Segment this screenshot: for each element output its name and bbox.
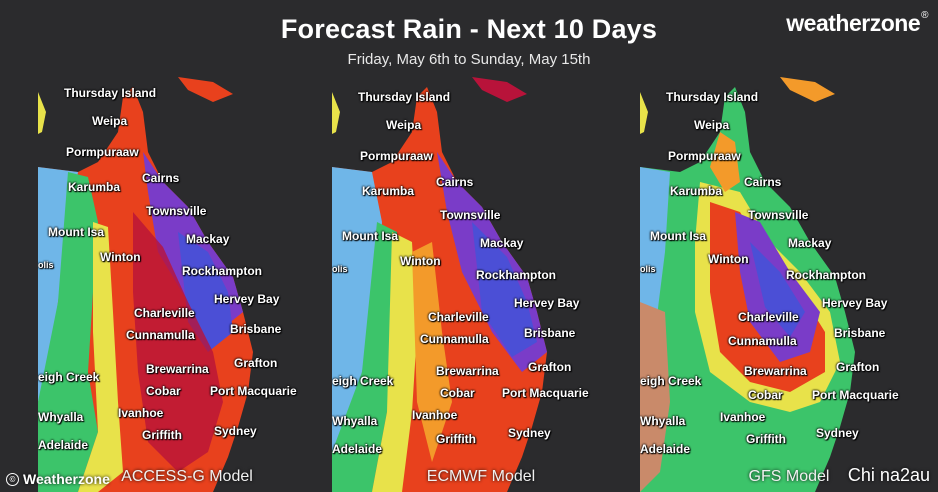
place-label: Ivanhoe [118,406,164,420]
place-label: Mackay [186,232,230,246]
place-label: Pormpuraaw [360,149,433,163]
place-label: olis [332,264,348,274]
place-label: Whyalla [640,414,686,428]
place-label: Mount Isa [48,225,104,239]
place-label: Karumba [362,184,415,198]
place-label: Townsville [146,204,207,218]
place-label: Cunnamulla [126,328,195,342]
place-label: Whyalla [38,410,84,424]
rain-map-access-g [38,77,253,492]
place-label: Ivanhoe [720,410,766,424]
place-label: Weipa [92,114,128,128]
place-label: Mackay [788,236,832,250]
place-label: Rockhampton [182,264,263,278]
place-label: Sydney [508,426,551,440]
place-label: Grafton [234,356,278,370]
page-title: Forecast Rain - Next 10 Days [280,14,658,44]
rain-map-ecmwf [332,77,547,492]
place-label: Brewarrina [146,362,209,376]
place-label: Hervey Bay [822,296,888,310]
place-label: Charleville [738,310,799,324]
weatherzone-credit: © Weatherzone [6,471,110,487]
place-label: Port Macquarie [502,386,589,400]
place-label: Griffith [142,428,182,442]
place-label: Grafton [836,360,880,374]
place-label: Brewarrina [744,364,807,378]
place-label: Cobar [748,388,783,402]
place-label: Griffith [746,432,786,446]
place-label: Cairns [436,175,474,189]
place-label: eigh Creek [38,370,100,384]
map-panel-ecmwf: Thursday Island Weipa Pormpuraaw Cairns … [332,72,630,492]
place-label: Weipa [386,118,422,132]
place-label: Brewarrina [436,364,499,378]
model-label: ECMWF Model [426,468,536,485]
watermark: Chi na2au [847,465,930,485]
model-label: GFS Model [748,468,830,485]
place-label: Cunnamulla [420,332,489,346]
place-label: Adelaide [640,442,691,456]
place-label: Cobar [440,386,475,400]
place-label: Pormpuraaw [668,149,741,163]
place-label: Brisbane [834,326,886,340]
place-label: Brisbane [524,326,576,340]
place-label: Weipa [694,118,730,132]
place-label: Karumba [68,180,121,194]
place-label: Winton [100,250,141,264]
place-label: Karumba [670,184,723,198]
place-label: olis [640,264,656,274]
place-label: Charleville [428,310,489,324]
logo-text: weatherzone [786,10,921,36]
place-label: Rockhampton [476,268,557,282]
place-label: Mackay [480,236,524,250]
place-label: Pormpuraaw [66,145,139,159]
place-label: Grafton [528,360,572,374]
place-label: Mount Isa [650,229,706,243]
place-label: olis [38,260,54,270]
place-label: Winton [708,252,749,266]
place-label: Cunnamulla [728,334,797,348]
place-label: Townsville [748,208,809,222]
place-label: Sydney [214,424,257,438]
place-label: Thursday Island [358,90,451,104]
credit-text: Weatherzone [23,471,110,487]
page-subtitle: Friday, May 6th to Sunday, May 15th [347,51,591,68]
place-label: Adelaide [332,442,383,456]
place-label: Thursday Island [64,86,157,100]
place-label: Ivanhoe [412,408,458,422]
place-label: Cairns [142,171,180,185]
map-panel-gfs: Thursday Island Weipa Pormpuraaw Cairns … [640,72,938,492]
place-label: Thursday Island [666,90,759,104]
map-panel-access-g: Thursday Island Weipa Pormpuraaw Cairns … [38,72,336,492]
place-label: Rockhampton [786,268,867,282]
copyright-icon: © [6,472,19,486]
place-label: Townsville [440,208,501,222]
place-label: Cobar [146,384,181,398]
place-label: Port Macquarie [210,384,297,398]
registered-mark-icon: ® [921,10,928,21]
place-label: eigh Creek [332,374,394,388]
place-label: Mount Isa [342,229,398,243]
place-label: Sydney [816,426,859,440]
rain-map-gfs [640,77,855,492]
place-label: Griffith [436,432,476,446]
place-label: Charleville [134,306,195,320]
place-label: Port Macquarie [812,388,899,402]
place-label: eigh Creek [640,374,702,388]
place-label: Cairns [744,175,782,189]
place-label: Hervey Bay [514,296,580,310]
model-label: ACCESS-G Model [121,468,253,485]
place-label: Adelaide [38,438,89,452]
place-label: Winton [400,254,441,268]
place-label: Hervey Bay [214,292,280,306]
place-label: Whyalla [332,414,378,428]
weatherzone-logo: weatherzone® [786,10,928,37]
place-label: Brisbane [230,322,282,336]
